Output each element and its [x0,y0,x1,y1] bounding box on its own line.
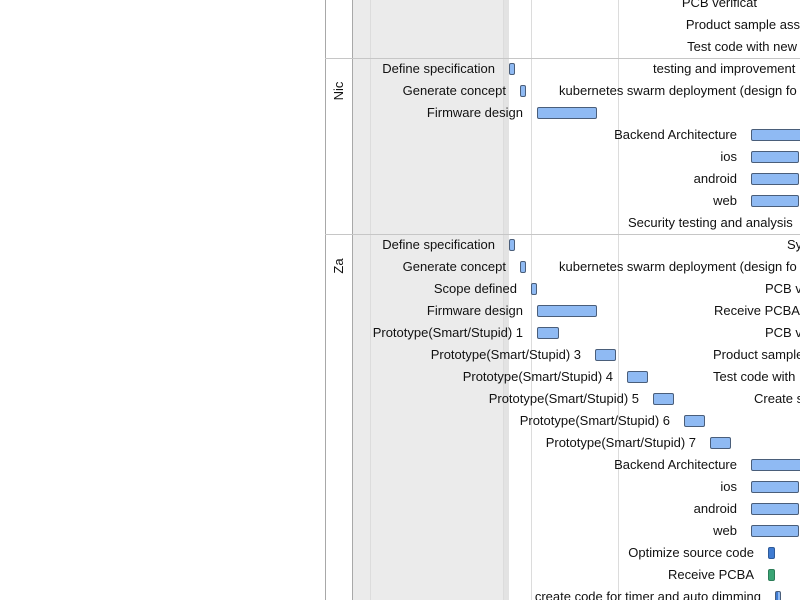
task-label: Prototype(Smart/Stupid) 4 [462,369,613,384]
task-bar[interactable] [751,151,799,163]
task-label[interactable]: Product sample [713,347,800,362]
task-label: Prototype(Smart/Stupid) 3 [430,347,581,362]
task-label[interactable]: PCB verificat [681,0,757,10]
task-label: ios [720,149,737,164]
task-bar[interactable] [768,547,775,559]
task-label[interactable]: Receive PCBA [714,303,800,318]
task-bar[interactable] [537,107,597,119]
task-label[interactable]: Product sample ass [685,17,800,32]
task-label: web [713,523,737,538]
group-column [326,0,352,600]
grid-line [503,0,504,600]
grid-line [531,0,532,600]
task-bar[interactable] [627,371,648,383]
task-bar[interactable] [509,239,515,251]
task-label: Backend Architecture [614,127,737,142]
task-label: Scope defined [433,281,517,296]
grid-line [370,0,371,600]
task-bar[interactable] [520,85,526,97]
task-bar[interactable] [751,173,799,185]
group-column-border [325,0,326,600]
task-label: Backend Architecture [614,457,737,472]
task-label: Receive PCBA [668,567,754,582]
task-label: Generate concept [402,259,506,274]
task-label: Prototype(Smart/Stupid) 7 [545,435,696,450]
task-label[interactable]: PCB v [765,281,800,296]
task-label: Firmware design [426,105,523,120]
task-bar[interactable] [751,129,800,141]
task-label[interactable]: kubernetes swarm deployment (design fo [559,83,797,98]
task-label: Prototype(Smart/Stupid) 5 [488,391,639,406]
task-bar[interactable] [768,569,775,581]
task-bar[interactable] [653,393,674,405]
task-label[interactable]: Sy [787,237,800,252]
task-label[interactable]: Test code with [713,369,796,384]
nonworking-period-shade [353,0,503,600]
task-label: ios [720,479,737,494]
task-label[interactable]: Security testing and analysis [628,215,793,230]
group-separator [325,58,800,59]
task-bar[interactable] [751,459,800,471]
nonworking-period-edge [503,0,509,600]
task-bar[interactable] [710,437,731,449]
task-label: Prototype(Smart/Stupid) 6 [519,413,670,428]
task-bar[interactable] [520,261,526,273]
task-label: android [693,171,737,186]
task-label[interactable]: Create s [754,391,800,406]
task-label[interactable]: Test code with new [687,39,797,54]
task-bar[interactable] [684,415,705,427]
task-bar[interactable] [537,327,559,339]
task-label: Prototype(Smart/Stupid) 1 [372,325,523,340]
task-label: web [713,193,737,208]
task-bar[interactable] [509,63,515,75]
task-label[interactable]: PCB v [765,325,800,340]
task-bar[interactable] [751,195,799,207]
task-bar[interactable] [595,349,616,361]
task-bar[interactable] [537,305,597,317]
task-bar[interactable] [775,591,781,600]
task-bar[interactable] [751,503,799,515]
task-label: Firmware design [426,303,523,318]
task-label: create code for timer and auto dimming [534,589,761,600]
group-label-nic: Nic [331,81,346,101]
task-bar[interactable] [751,481,799,493]
task-label: Generate concept [402,83,506,98]
group-separator [325,234,800,235]
task-label: Optimize source code [628,545,754,560]
task-label: Define specification [382,237,495,252]
grid-line [618,0,619,600]
task-label[interactable]: testing and improvement [653,61,796,76]
timeline-start-line [352,0,353,600]
task-bar[interactable] [751,525,799,537]
task-label: android [693,501,737,516]
task-bar[interactable] [531,283,537,295]
task-label[interactable]: kubernetes swarm deployment (design fo [559,259,797,274]
task-label: Define specification [382,61,495,76]
group-label-za: Za [331,258,346,274]
